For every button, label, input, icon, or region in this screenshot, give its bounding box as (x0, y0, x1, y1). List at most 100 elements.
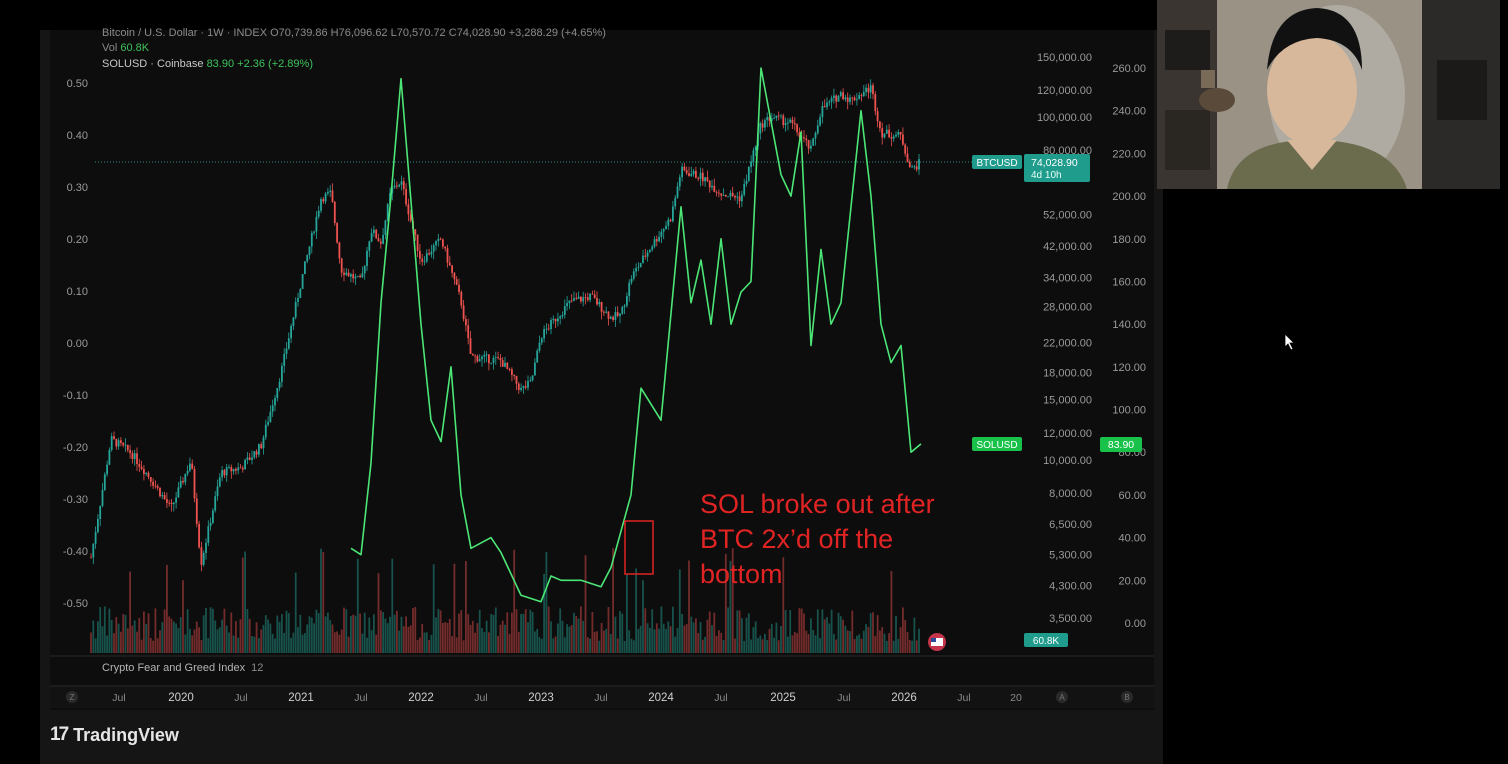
btc-candle-body (294, 301, 297, 318)
volume-bar (729, 560, 732, 653)
btc-candle-body (888, 129, 890, 138)
btc-candle-body (681, 166, 683, 178)
btc-candle-body (807, 140, 810, 149)
btc-candle-body (329, 190, 332, 192)
btc-candle-body (212, 510, 214, 523)
btc-candle-body (766, 117, 769, 121)
btc-candle-body (191, 463, 194, 469)
volume-bar (803, 613, 805, 653)
volume-bar (764, 633, 766, 653)
vol-legend[interactable]: Vol 60.8K (102, 42, 149, 54)
vol-value: 60.8K (120, 42, 150, 54)
volume-bar (435, 617, 437, 653)
btc-candle-body (575, 298, 578, 299)
btc-candle-body (879, 121, 881, 129)
btc-candle-body (711, 185, 713, 188)
volume-bar (837, 612, 840, 653)
volume-bar (117, 623, 120, 653)
btc-candle-body (209, 522, 212, 527)
volume-bar (294, 572, 297, 653)
btc-candle-body (467, 325, 470, 339)
btc-candle-body (299, 288, 302, 299)
volume-bar (393, 614, 396, 653)
btc-axis-tick: 52,000.00 (1043, 209, 1092, 221)
volume-bar (623, 640, 626, 653)
auto-scale-icon[interactable] (1056, 691, 1068, 703)
fear-greed-legend[interactable]: Crypto Fear and Greed Index 12 (102, 662, 263, 674)
btc-candle-body (607, 311, 610, 319)
annotation-text: SOL broke out after BTC 2x’d off the bot… (700, 489, 935, 589)
btc-candle-body (529, 380, 532, 382)
btc-candle-body (310, 232, 313, 247)
left-axis-tick: 0.40 (67, 130, 88, 142)
volume-bar (547, 606, 550, 653)
btc-candle-body (635, 268, 637, 272)
volume-bar (711, 625, 713, 653)
btc-legend[interactable]: Bitcoin / U.S. Dollar · 1W · INDEX O70,7… (102, 27, 606, 39)
btc-candle-body (913, 166, 916, 168)
sol-legend[interactable]: SOLUSD · Coinbase 83.90 +2.36 (+2.89%) (102, 58, 313, 70)
btc-candle-body (225, 467, 228, 476)
btc-candle-body (798, 132, 801, 137)
volume-bar (563, 637, 566, 653)
btc-candle-body (465, 319, 467, 326)
fear-greed-value: 12 (251, 662, 264, 674)
btc-close: C74,028.90 (448, 27, 506, 39)
btc-candle-body (370, 232, 373, 242)
btc-candle-body (485, 354, 488, 356)
volume-bar (391, 558, 394, 653)
flag-icon[interactable] (928, 633, 946, 651)
btc-axis-tick: 6,500.00 (1049, 519, 1092, 531)
btc-candle-body (453, 272, 456, 280)
tradingview-logo[interactable]: 17 TradingView (50, 724, 179, 746)
btc-candle-body (172, 502, 175, 505)
btc-candle-body (708, 180, 711, 188)
volume-bar (619, 611, 621, 653)
x-axis-tick: Jul (234, 692, 247, 704)
btc-candle-body (780, 115, 782, 117)
plot-area (50, 30, 1154, 710)
volume-bar (754, 621, 757, 653)
volume-bar (455, 637, 458, 653)
left-axis-tick: 0.00 (67, 338, 88, 350)
btc-candle-body (156, 486, 159, 488)
btc-candle-body (867, 87, 870, 93)
volume-bar (508, 633, 511, 653)
settings-glyph: B (1124, 693, 1129, 702)
zoom-icon[interactable] (66, 691, 78, 703)
volume-bar (172, 621, 175, 653)
volume-bar (338, 634, 341, 653)
btc-candle-body (839, 92, 842, 96)
volume-bar (757, 638, 759, 653)
btc-candle-body (851, 97, 854, 99)
volume-bar (577, 618, 580, 653)
volume-bar (400, 616, 403, 653)
volume-bar (584, 555, 587, 653)
btc-candle-body (699, 172, 702, 179)
volume-bar (499, 624, 502, 653)
btc-candle-body (750, 161, 752, 168)
btc-axis-tick: 100,000.00 (1037, 112, 1092, 124)
btc-candle-body (260, 444, 263, 449)
btc-candle-body (152, 481, 154, 486)
btc-candle-body (906, 153, 909, 163)
volume-bar (200, 639, 203, 653)
volume-bar (221, 619, 223, 653)
btc-candle-body (483, 354, 486, 357)
volume-bar (501, 620, 504, 653)
btc-candle-body (752, 150, 755, 162)
volume-bar (451, 636, 453, 653)
sol-change: +2.36 (+2.89%) (237, 58, 313, 70)
btc-candle-body (701, 172, 704, 182)
volume-bar (310, 617, 313, 653)
volume-bar (842, 619, 844, 653)
btc-candle-body (874, 94, 877, 112)
volume-bar (890, 570, 893, 653)
btc-candle-body (407, 204, 410, 215)
btc-candle-body (193, 468, 196, 499)
settings-icon[interactable] (1121, 691, 1133, 703)
volume-bar (189, 628, 191, 653)
vol-tag-label: 60.8K (1033, 636, 1059, 647)
btc-candle-body (276, 387, 279, 399)
